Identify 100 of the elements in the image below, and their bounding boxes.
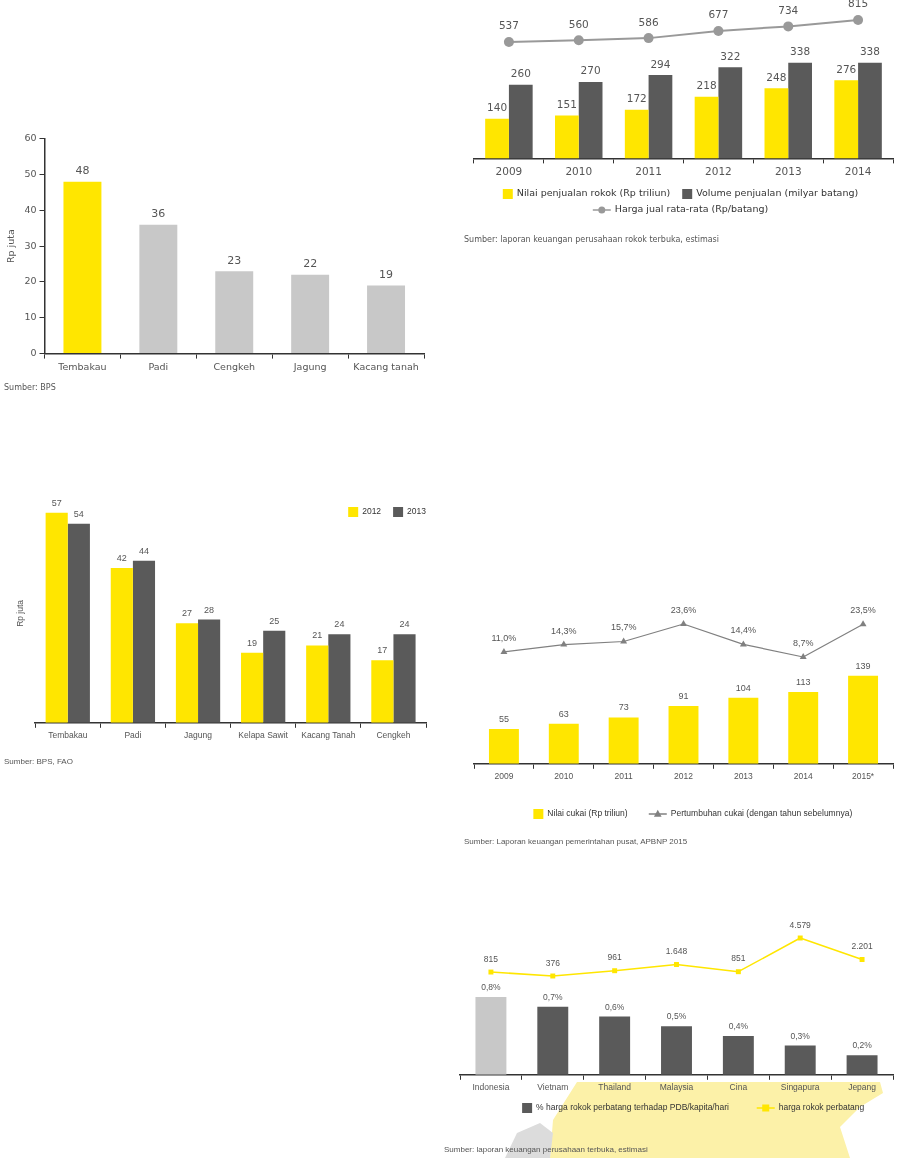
y-axis-title: Rp juta	[5, 229, 17, 264]
data-label: 23	[227, 253, 242, 267]
data-label: 270	[580, 64, 601, 77]
legend-label: Harga jual rata-rata (Rp/batang)	[614, 203, 769, 215]
data-label: 57	[51, 497, 62, 508]
bar	[599, 1016, 631, 1075]
bar	[788, 692, 819, 764]
point	[713, 25, 724, 36]
data-label: 586	[638, 15, 659, 28]
bar	[788, 62, 812, 159]
data-label: 338	[859, 45, 880, 58]
point	[500, 647, 508, 654]
data-label: 15,7%	[610, 622, 637, 633]
bar	[694, 96, 719, 159]
bar	[485, 118, 509, 159]
data-label: 14,4%	[730, 625, 757, 636]
x-tick-label: Jagung	[184, 730, 213, 741]
data-label: 54	[73, 508, 84, 519]
x-tick-label: 2014	[844, 165, 872, 178]
x-tick-label: Kelapa Sawit	[238, 730, 289, 741]
data-label: 36	[151, 207, 166, 221]
data-label: 151	[556, 98, 577, 111]
y-tick-label: 60	[24, 132, 37, 144]
data-label: 560	[568, 17, 589, 30]
data-label: 8,7%	[792, 637, 814, 648]
data-label: 11,0%	[491, 632, 517, 643]
bar	[858, 62, 882, 159]
x-tick-label: 2012	[674, 771, 694, 782]
data-label: 0,3%	[790, 1030, 811, 1041]
x-tick-label: Thailand	[598, 1082, 632, 1093]
data-label: 276	[836, 62, 857, 75]
bar	[241, 652, 264, 723]
data-label: 73	[618, 702, 629, 713]
data-label: 48	[75, 164, 90, 178]
legend-label: Nilai cukai (Rp triliun)	[547, 808, 628, 819]
text: Sumber: BPS, FAO	[4, 757, 73, 767]
data-label: 14,3%	[551, 625, 577, 636]
text: Sumber: laporan keuangan perusahaan rokok terbuka, estimasi	[464, 235, 719, 245]
bar	[508, 84, 533, 159]
data-label: 42	[116, 553, 127, 564]
legend-label: Pertumbuhan cukai (dengan tahun sebelumnya)	[670, 808, 853, 819]
data-label: 294	[650, 57, 671, 70]
data-label: 19	[379, 267, 394, 281]
x-tick-label: 2013	[774, 165, 802, 178]
point	[859, 957, 865, 962]
data-label: 2.201	[851, 941, 873, 952]
x-tick-label: 2012	[705, 165, 732, 178]
data-label: 22	[303, 257, 318, 271]
data-label: 322	[720, 49, 741, 62]
data-label: 734	[778, 3, 799, 16]
bar	[555, 115, 579, 159]
bar	[764, 88, 789, 159]
bar	[175, 623, 199, 723]
bar	[548, 723, 579, 764]
bar	[367, 285, 406, 354]
legend-label: 2013	[407, 506, 427, 517]
bar	[537, 1006, 569, 1075]
data-label: 851	[731, 953, 746, 964]
data-label: 0,5%	[666, 1011, 687, 1022]
bar	[263, 630, 286, 723]
data-label: 27	[181, 608, 192, 619]
data-label: 376	[545, 957, 561, 968]
bar	[722, 1035, 754, 1075]
bar	[198, 619, 221, 723]
bar	[306, 645, 329, 723]
data-label: 104	[735, 682, 751, 693]
data-label: 248	[766, 70, 787, 83]
bar	[393, 634, 416, 723]
bar	[291, 274, 330, 354]
bar	[132, 560, 156, 723]
y-tick-label: 50	[24, 167, 37, 179]
legend-label: Volume penjualan (milyar batang)	[696, 187, 859, 199]
text: Sumber: Laporan keuangan pemerintahan pusat, APBNP 2015	[464, 837, 688, 847]
point	[783, 21, 794, 32]
x-tick-label: Cengkeh	[213, 360, 256, 372]
y-tick-label: 30	[24, 239, 37, 251]
bar	[784, 1045, 816, 1075]
point	[735, 969, 741, 975]
x-tick-label: Kacang Tanah	[301, 730, 356, 741]
legend-label: 2012	[362, 506, 382, 517]
x-tick-label: Vietnam	[537, 1082, 569, 1093]
point	[573, 35, 584, 46]
point	[488, 969, 494, 975]
point	[612, 968, 618, 974]
x-tick-label: Cina	[729, 1082, 748, 1093]
data-label: 815	[483, 953, 499, 964]
x-tick-label: 2011	[614, 771, 634, 782]
bar	[648, 75, 673, 159]
data-label: 338	[790, 45, 811, 58]
bar	[834, 80, 859, 159]
bar	[848, 675, 879, 764]
data-label: 24	[334, 619, 345, 630]
bar	[371, 660, 394, 723]
data-label: 961	[607, 952, 622, 963]
bar	[67, 523, 90, 723]
bar	[668, 706, 699, 764]
data-label: 21	[312, 630, 323, 641]
x-tick-label: 2013	[733, 771, 754, 782]
y-tick-label: 0	[30, 347, 37, 359]
x-tick-label: Singapura	[780, 1082, 820, 1093]
